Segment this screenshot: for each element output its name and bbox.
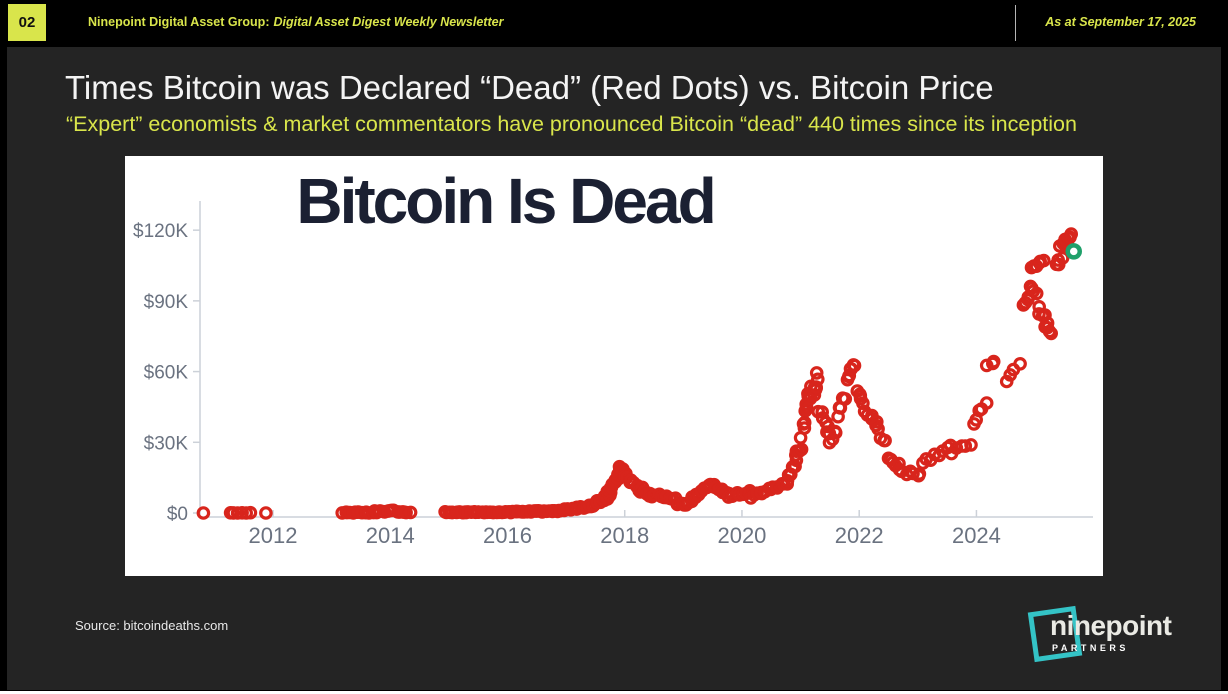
header-bar: 02 Ninepoint Digital Asset Group: Digita… bbox=[0, 0, 1228, 43]
axes bbox=[193, 201, 1093, 518]
logo-wordmark: ninepoint bbox=[1050, 610, 1172, 641]
header-title-italic: Digital Asset Digest Weekly Newsletter bbox=[273, 14, 504, 29]
death-dots bbox=[196, 227, 1078, 520]
header-title: Ninepoint Digital Asset Group: Digital A… bbox=[88, 0, 503, 43]
header-divider bbox=[1015, 5, 1016, 41]
x-axis-labels: 2012 2014 2016 2018 2020 2022 2024 bbox=[249, 523, 1001, 548]
chart-panel: $0 $30K $60K $90K $120K 2012 2014 2016 2018 2020 2… bbox=[125, 156, 1103, 576]
header-date-note: As at September 17, 2025 bbox=[1045, 14, 1196, 29]
y-axis-labels: $0 $30K $60K $90K $120K bbox=[133, 221, 188, 525]
svg-text:2016: 2016 bbox=[483, 523, 532, 548]
svg-text:$30K: $30K bbox=[144, 433, 189, 454]
logo-subtext: PARTNERS bbox=[1052, 643, 1129, 653]
header-title-regular: Ninepoint Digital Asset Group: bbox=[88, 14, 270, 29]
svg-text:2022: 2022 bbox=[835, 523, 884, 548]
source-note: Source: bitcoindeaths.com bbox=[75, 618, 229, 633]
svg-text:2020: 2020 bbox=[717, 523, 766, 548]
svg-text:$120K: $120K bbox=[133, 221, 188, 242]
slide-title: Times Bitcoin was Declared “Dead” (Red D… bbox=[65, 69, 994, 106]
svg-text:2012: 2012 bbox=[249, 523, 298, 548]
svg-text:2018: 2018 bbox=[600, 523, 649, 548]
page-number-badge: 02 bbox=[8, 4, 46, 41]
slide-bottom-edge bbox=[0, 691, 1228, 694]
slide-subtitle: “Expert” economists & market commentator… bbox=[66, 112, 1077, 136]
svg-text:$90K: $90K bbox=[144, 292, 189, 313]
ninepoint-logo: ninepoint PARTNERS bbox=[1027, 605, 1181, 668]
svg-text:2024: 2024 bbox=[952, 523, 1001, 548]
svg-text:$60K: $60K bbox=[144, 363, 189, 384]
latest-death-dot bbox=[1062, 241, 1082, 260]
slide-body-panel: Times Bitcoin was Declared “Dead” (Red D… bbox=[7, 47, 1221, 690]
svg-text:$0: $0 bbox=[167, 504, 188, 525]
svg-text:2014: 2014 bbox=[366, 523, 415, 548]
chart-title: Bitcoin Is Dead bbox=[296, 165, 716, 237]
